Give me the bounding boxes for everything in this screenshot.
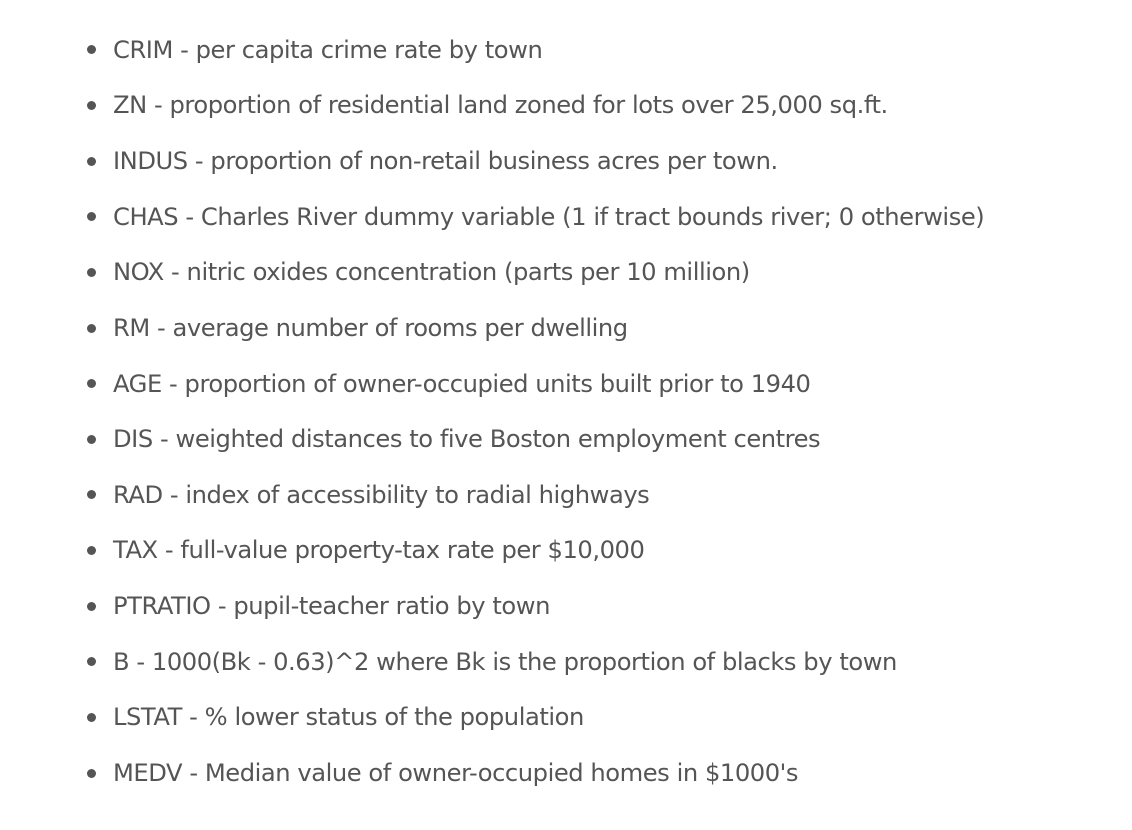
bullet-icon	[87, 713, 96, 722]
list-item-age: AGE - proportion of owner-occupied units…	[0, 356, 1132, 412]
bullet-icon	[87, 768, 96, 778]
list-item-text: NOX - nitric oxides concentration (parts…	[113, 258, 750, 287]
list-item-crim: CRIM - per capita crime rate by town	[0, 22, 1132, 78]
list-item-chas: CHAS - Charles River dummy variable (1 i…	[0, 189, 1132, 245]
list-item-b: B - 1000(Bk - 0.63)^2 where Bk is the pr…	[0, 634, 1132, 690]
bullet-icon	[87, 156, 96, 166]
list-item-medv: MEDV - Median value of owner-occupied ho…	[0, 745, 1132, 801]
list-item-tax: TAX - full-value property-tax rate per $…	[0, 523, 1132, 579]
list-item-rm: RM - average number of rooms per dwellin…	[0, 300, 1132, 356]
list-item-text: INDUS - proportion of non-retail busines…	[113, 146, 778, 175]
bullet-icon	[87, 323, 96, 333]
list-item-text: RM - average number of rooms per dwellin…	[113, 313, 628, 342]
list-item-text: CRIM - per capita crime rate by town	[113, 35, 543, 64]
bullet-icon	[87, 601, 96, 611]
list-item-text: CHAS - Charles River dummy variable (1 i…	[113, 202, 985, 231]
bullet-icon	[87, 379, 96, 389]
list-item-nox: NOX - nitric oxides concentration (parts…	[0, 245, 1132, 301]
list-item-text: PTRATIO - pupil-teacher ratio by town	[113, 592, 550, 621]
list-item-text: TAX - full-value property-tax rate per $…	[113, 536, 645, 565]
feature-list: CRIM - per capita crime rate by town ZN …	[0, 22, 1132, 801]
bullet-icon	[87, 100, 96, 110]
list-item-ptratio: PTRATIO - pupil-teacher ratio by town	[0, 578, 1132, 634]
bullet-icon	[87, 267, 96, 277]
list-item-rad: RAD - index of accessibility to radial h…	[0, 467, 1132, 523]
list-item-text: AGE - proportion of owner-occupied units…	[113, 369, 811, 398]
list-item-text: LSTAT - % lower status of the population	[113, 703, 584, 732]
list-item-zn: ZN - proportion of residential land zone…	[0, 78, 1132, 134]
list-item-text: B - 1000(Bk - 0.63)^2 where Bk is the pr…	[113, 647, 897, 676]
list-item-indus: INDUS - proportion of non-retail busines…	[0, 133, 1132, 189]
bullet-icon	[87, 490, 96, 500]
list-item-dis: DIS - weighted distances to five Boston …	[0, 411, 1132, 467]
bullet-icon	[87, 212, 96, 222]
list-item-text: MEDV - Median value of owner-occupied ho…	[113, 759, 799, 788]
bullet-icon	[87, 45, 96, 55]
bullet-icon	[87, 434, 96, 444]
list-item-text: RAD - index of accessibility to radial h…	[113, 480, 650, 509]
list-item-text: DIS - weighted distances to five Boston …	[113, 425, 821, 454]
list-item-lstat: LSTAT - % lower status of the population	[0, 690, 1132, 746]
list-item-text: ZN - proportion of residential land zone…	[113, 91, 888, 120]
bullet-icon	[87, 657, 96, 667]
bullet-icon	[87, 546, 96, 556]
